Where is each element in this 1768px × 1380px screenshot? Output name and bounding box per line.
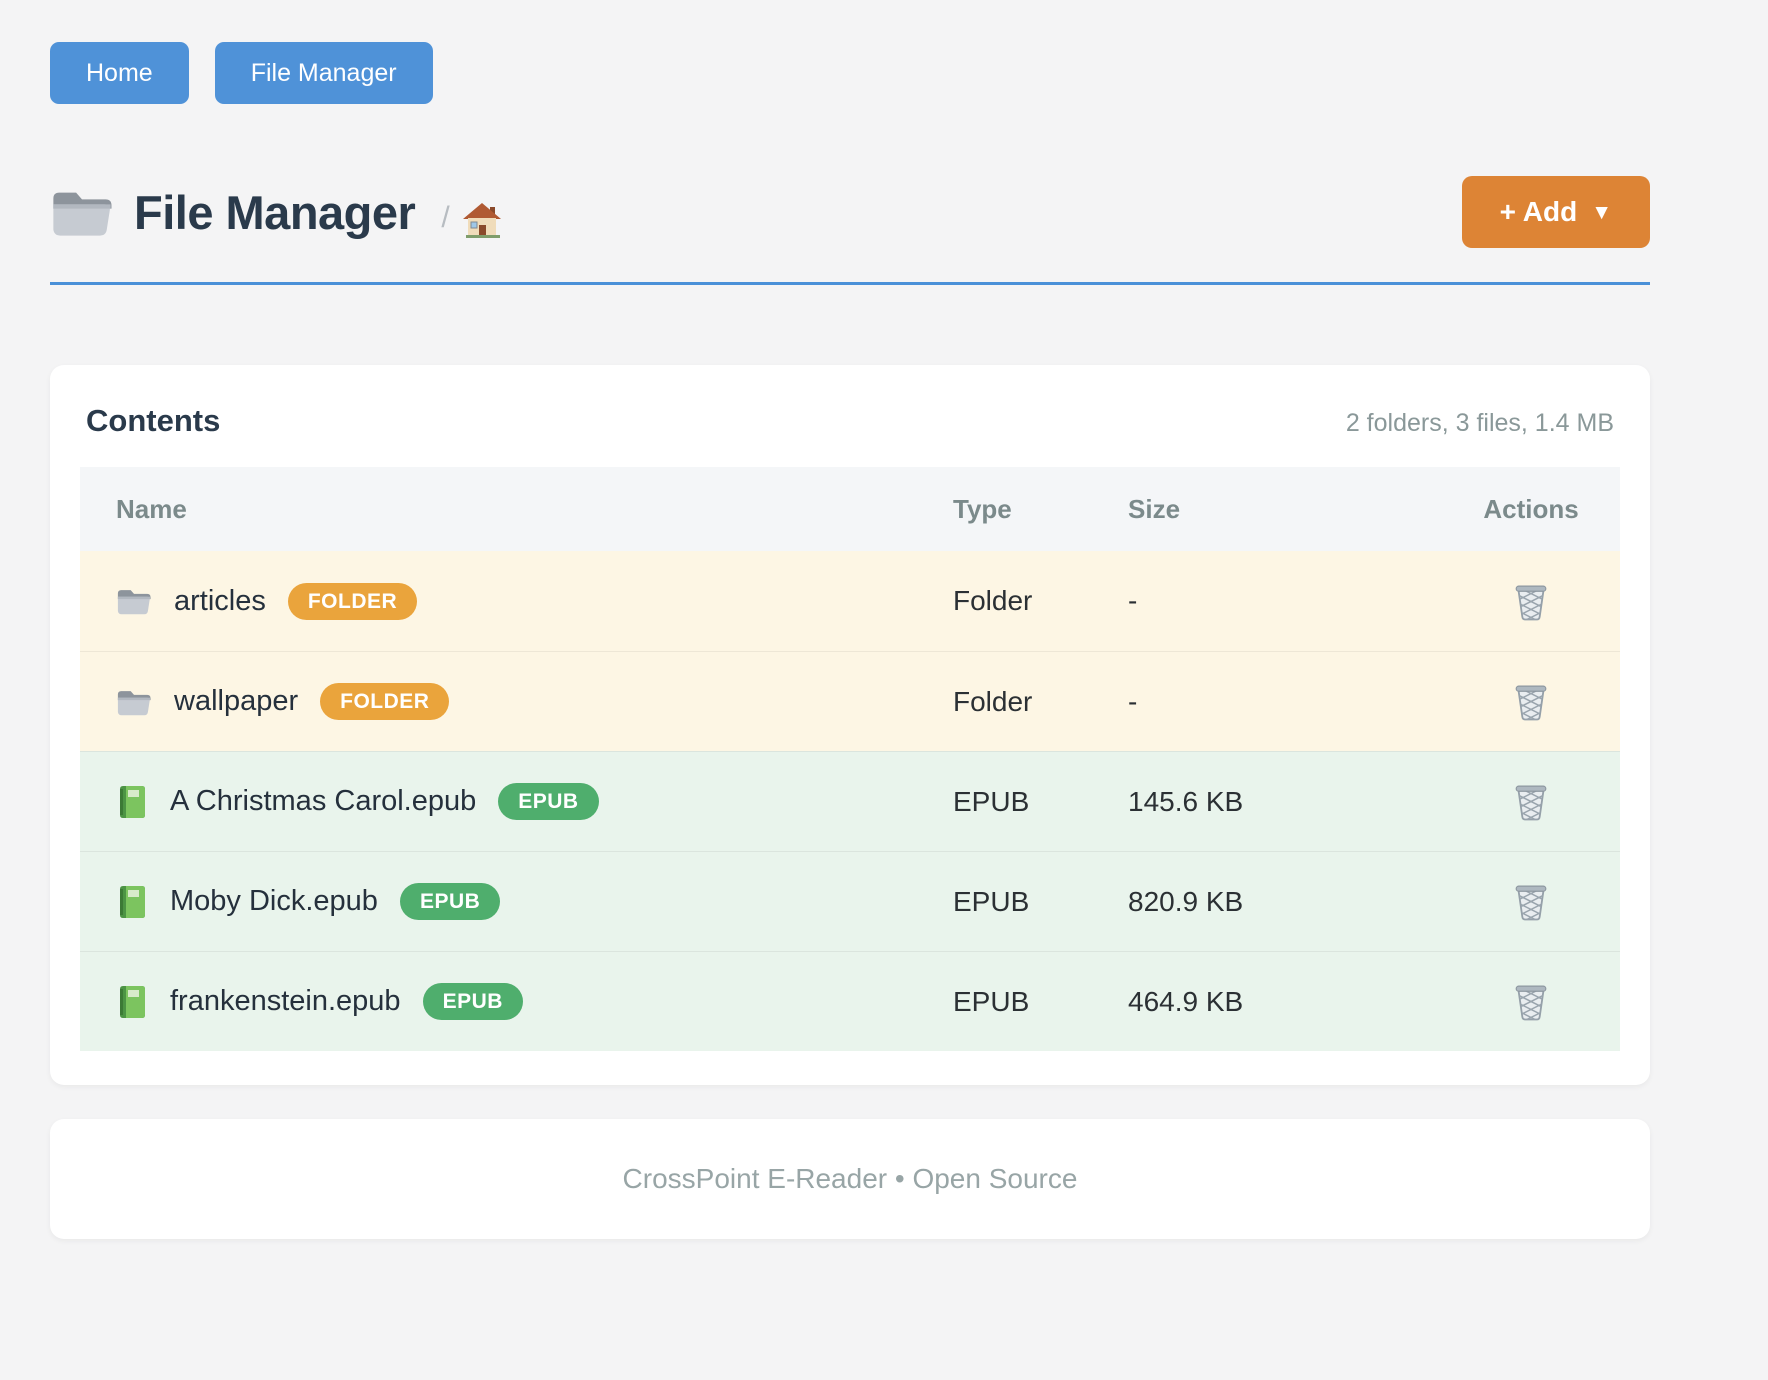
name-cell: frankenstein.epub EPUB <box>80 983 917 1020</box>
size-cell: 145.6 KB <box>1128 785 1244 817</box>
epub-badge: EPUB <box>399 883 501 920</box>
delete-button[interactable] <box>1512 981 1550 1022</box>
epub-badge: EPUB <box>422 983 523 1020</box>
table-row[interactable]: wallpaper FOLDER Folder - <box>80 651 1620 751</box>
actions-cell <box>1442 781 1620 822</box>
column-header-name: Name <box>116 493 187 524</box>
footer: CrossPoint E-Reader • Open Source <box>50 1119 1650 1239</box>
contents-card: Contents 2 folders, 3 files, 1.4 MB Name… <box>50 365 1650 1085</box>
delete-button[interactable] <box>1512 781 1550 822</box>
type-cell: Folder <box>953 585 1033 616</box>
chevron-down-icon: ▼ <box>1591 201 1612 224</box>
title-divider <box>50 282 1650 285</box>
type-cell: EPUB <box>953 885 1030 917</box>
column-header-type: Type <box>953 493 1012 524</box>
delete-button[interactable] <box>1512 581 1550 622</box>
green-book-icon <box>116 884 148 920</box>
type-cell: EPUB <box>953 985 1030 1017</box>
top-nav: Home File Manager <box>50 42 1650 104</box>
breadcrumb-separator: / <box>441 201 450 234</box>
delete-button[interactable] <box>1512 881 1550 922</box>
name-cell: Moby Dick.epub EPUB <box>80 883 917 920</box>
table-row[interactable]: A Christmas Carol.epub EPUB EPUB 145.6 K… <box>80 751 1620 851</box>
size-cell: 464.9 KB <box>1128 985 1244 1017</box>
type-cell: Folder <box>953 685 1033 717</box>
name-cell: A Christmas Carol.epub EPUB <box>80 783 917 820</box>
file-name-link[interactable]: wallpaper <box>174 685 299 717</box>
page-title: File Manager <box>134 185 416 239</box>
column-header-actions: Actions <box>1483 493 1579 524</box>
page-container: Home File Manager File Manager / + Add ▼… <box>50 0 1650 1239</box>
epub-badge: EPUB <box>498 783 599 820</box>
trash-icon <box>1512 981 1550 1022</box>
add-button-label: + Add <box>1499 196 1578 227</box>
column-header-size: Size <box>1128 493 1181 524</box>
name-cell: wallpaper FOLDER <box>80 683 917 720</box>
file-name-link[interactable]: Moby Dick.epub <box>170 885 378 917</box>
table-header-row: Name Type Size Actions <box>80 467 1620 551</box>
size-cell: - <box>1128 685 1138 717</box>
title-group: File Manager / <box>50 185 502 240</box>
delete-button[interactable] <box>1512 681 1550 722</box>
folder-icon <box>50 185 114 239</box>
folder-icon <box>116 585 152 617</box>
name-cell: articles FOLDER <box>80 582 917 620</box>
green-book-icon <box>116 984 148 1020</box>
actions-cell <box>1442 681 1620 722</box>
contents-header: Contents 2 folders, 3 files, 1.4 MB <box>80 403 1620 439</box>
nav-button-home[interactable]: Home <box>50 42 189 104</box>
file-name-link[interactable]: articles <box>174 584 266 617</box>
green-book-icon <box>116 784 148 820</box>
file-name-link[interactable]: frankenstein.epub <box>170 985 401 1017</box>
table-row[interactable]: Moby Dick.epub EPUB EPUB 820.9 KB <box>80 851 1620 951</box>
trash-icon <box>1512 881 1550 922</box>
type-cell: EPUB <box>953 785 1030 817</box>
size-cell: 820.9 KB <box>1128 885 1244 917</box>
actions-cell <box>1442 981 1620 1022</box>
nav-button-file-manager[interactable]: File Manager <box>214 42 433 104</box>
actions-cell <box>1442 581 1620 622</box>
folder-badge: FOLDER <box>320 683 450 720</box>
contents-heading: Contents <box>86 403 221 438</box>
file-table: Name Type Size Actions articles FOLDER F… <box>80 467 1620 1051</box>
house-icon[interactable] <box>462 201 502 239</box>
folder-icon <box>116 686 152 718</box>
table-body: articles FOLDER Folder - wallpaper <box>80 551 1620 1051</box>
file-name-link[interactable]: A Christmas Carol.epub <box>170 785 477 817</box>
table-row[interactable]: articles FOLDER Folder - <box>80 551 1620 651</box>
add-button[interactable]: + Add ▼ <box>1461 176 1650 248</box>
trash-icon <box>1512 781 1550 822</box>
size-cell: - <box>1128 585 1138 616</box>
actions-cell <box>1442 881 1620 922</box>
page-header: File Manager / + Add ▼ <box>50 176 1650 248</box>
trash-icon <box>1512 681 1550 722</box>
folder-badge: FOLDER <box>287 582 418 620</box>
trash-icon <box>1512 581 1550 622</box>
table-row[interactable]: frankenstein.epub EPUB EPUB 464.9 KB <box>80 951 1620 1051</box>
footer-text: CrossPoint E-Reader • Open Source <box>622 1163 1078 1194</box>
contents-summary: 2 folders, 3 files, 1.4 MB <box>1345 409 1614 437</box>
